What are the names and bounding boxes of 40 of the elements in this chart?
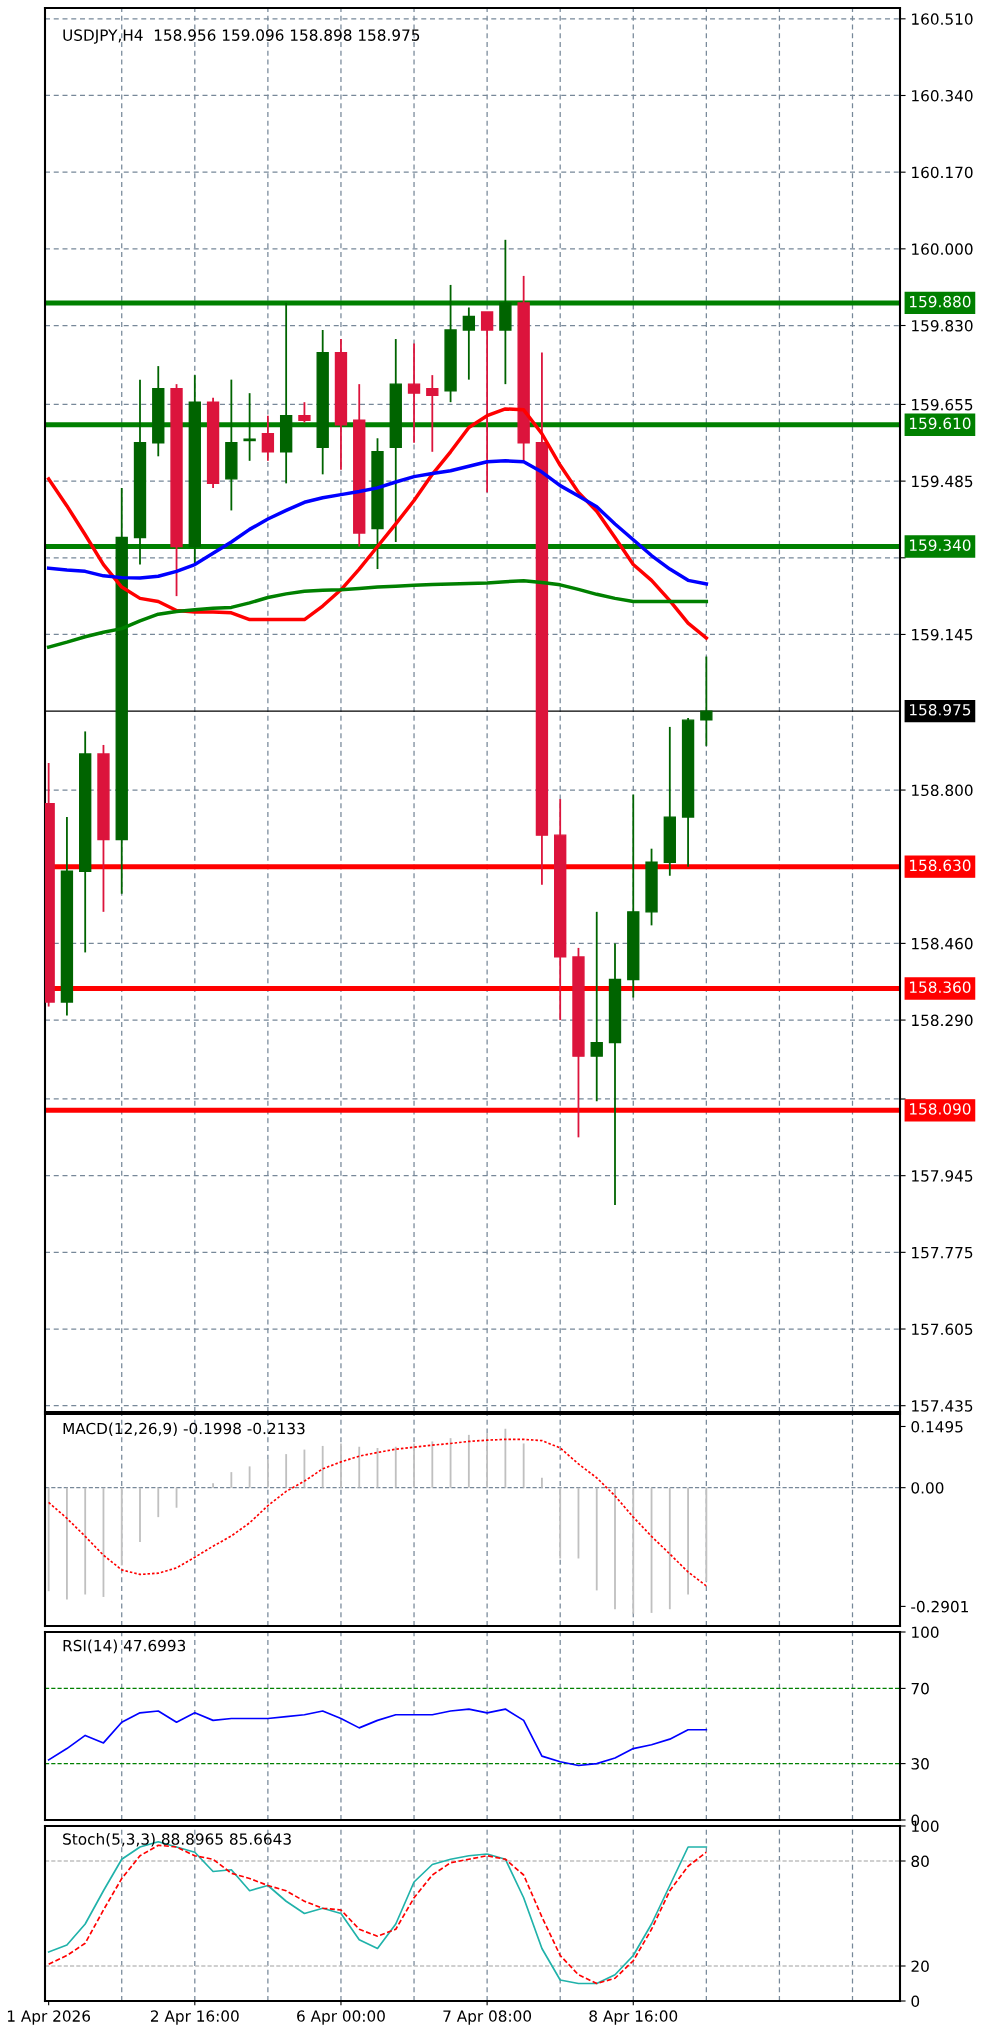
y-tick-label: 158.800	[912, 784, 973, 797]
chart-title: Stoch(5,3,3) 88.8965 85.6643	[63, 1833, 291, 1847]
text: USDJPY,H4 158.956 159.096 158.898 158.975	[63, 29, 420, 44]
y-tick-label: 157.605	[912, 1323, 973, 1336]
ref-line-label: 158.360	[910, 981, 971, 993]
y-tick-label: 160.340	[912, 89, 973, 102]
y-tick-label: 158.460	[912, 937, 973, 950]
y-tick-label: 160.000	[912, 243, 973, 255]
ref-line-label: 158.090	[910, 1103, 971, 1115]
x-tick-label: 6 Apr 00:00	[297, 2010, 385, 2025]
y-tick-label: 0.00	[911, 1482, 944, 1494]
y-tick-label: 159.655	[912, 398, 973, 411]
y-tick-label: 70	[911, 1682, 929, 1695]
x-tick-label: 1 Apr 2026	[7, 2010, 91, 2025]
y-tick-label: 80	[911, 1855, 929, 1868]
y-tick-label: -0.2901	[911, 1600, 968, 1613]
y-tick-label: 160.510	[912, 13, 973, 25]
y-tick-label: 159.485	[912, 475, 973, 488]
y-tick-label: 160.170	[912, 166, 973, 179]
y-tick-label: 0.1495	[911, 1420, 963, 1433]
ref-line-label: 159.610	[910, 417, 971, 430]
y-tick-label: 158.290	[912, 1014, 973, 1027]
y-tick-label: 159.145	[912, 628, 973, 641]
x-tick-label: 2 Apr 16:00	[150, 2010, 239, 2025]
text: MACD(12,26,9) -0.1998 -0.2133	[63, 1422, 305, 1437]
y-tick-label: 157.775	[912, 1247, 973, 1259]
ref-line-label: 158.630	[910, 859, 971, 872]
x-tick-label: 8 Apr 16:00	[589, 2010, 678, 2025]
ref-line-label: 158.975	[910, 704, 971, 716]
y-tick-label: 0	[911, 1995, 920, 2008]
y-tick-label: 20	[911, 1960, 929, 1973]
chart-title: RSI(14) 47.6993	[63, 1639, 186, 1654]
y-tick-label: 157.945	[912, 1170, 973, 1182]
x-tick-label: 7 Apr 08:00	[443, 2010, 532, 2025]
y-tick-label: 30	[911, 1758, 929, 1770]
ref-line-label: 159.340	[910, 539, 971, 551]
ref-line-label: 159.880	[910, 295, 971, 308]
y-tick-label: 100	[912, 1626, 939, 1639]
y-tick-label: 159.830	[912, 319, 973, 332]
y-tick-label: 157.435	[912, 1400, 973, 1412]
